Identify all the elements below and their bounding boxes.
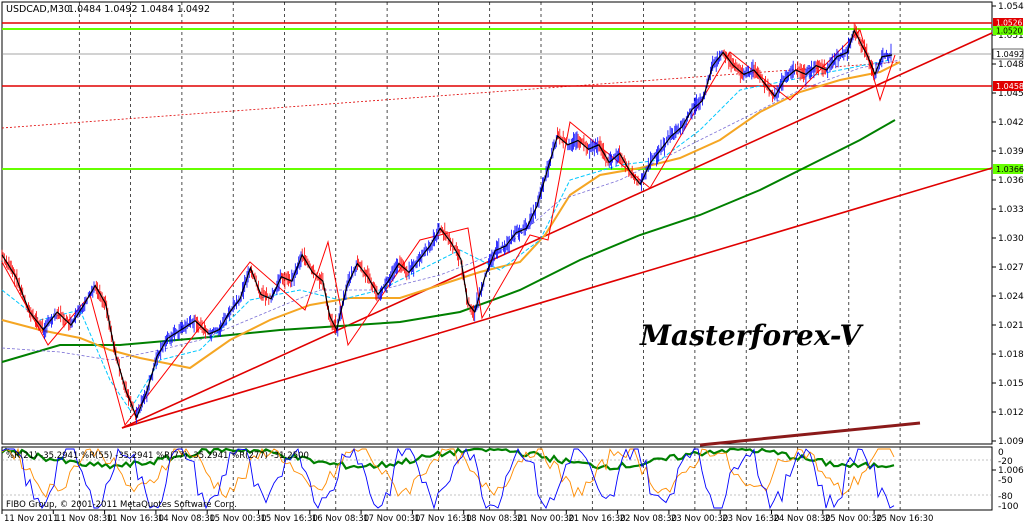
- indicator-blue-line: [1, 447, 895, 510]
- price-tick-label: 1.0095: [998, 437, 1024, 447]
- price-tick-label: 1.0485: [998, 60, 1024, 70]
- ma-fast-line: [1, 59, 891, 411]
- time-tick-label: 15 Nov 16:30: [261, 514, 318, 523]
- time-tick-label: 11 Nov 08:30: [55, 514, 112, 523]
- indicator-label: %R(21) -35.2941 %R(55) -35.2941 %R(77) -…: [6, 451, 309, 461]
- time-tick-label: 22 Nov 08:30: [620, 514, 677, 523]
- badge-top-green-text: 1.0520: [996, 27, 1022, 36]
- price-tick-label: 1.0515: [998, 31, 1024, 41]
- price-tick-label: 1.0455: [998, 89, 1024, 99]
- time-tick-label: 23 Nov 16:30: [722, 514, 779, 523]
- badge-mid-red: [993, 81, 1023, 91]
- badge-mid-red-text: 1.0458: [996, 82, 1024, 91]
- time-tick-label: 24 Nov 08:30: [774, 514, 831, 523]
- copyright-label: FIBO Group, © 2001-2011 MetaQuotes Softw…: [6, 500, 237, 510]
- indicator-axis[interactable]: 0-20 -50 -80-100: [998, 448, 1019, 512]
- price-axis[interactable]: 1.0545 1.0515 1.0485 1.0455 1.0425 1.0395 1.03…: [992, 2, 1024, 476]
- time-tick-label: 16 Nov 08:30: [312, 514, 369, 523]
- time-tick-label: 11 Nov 2011: [4, 514, 58, 523]
- time-tick-label: 25 Nov 00:30: [825, 514, 882, 523]
- indicator-tick-label: -20: [998, 457, 1013, 467]
- price-tick-label: 1.0125: [998, 408, 1024, 418]
- time-tick-label: 11 Nov 16:30: [107, 514, 164, 523]
- time-tick-label: 14 Nov 08:30: [158, 514, 215, 523]
- price-tick-label: 1.0335: [998, 205, 1024, 215]
- badge-top-red-text: 1.0526: [996, 19, 1022, 28]
- price-tick-label: 1.0215: [998, 321, 1024, 331]
- indicator-tick-label: -80: [998, 492, 1013, 502]
- price-tick-label: 1.0185: [998, 350, 1024, 360]
- time-tick-label: 17 Nov 16:30: [414, 514, 471, 523]
- badge-mid-green-text: 1.0366: [996, 165, 1024, 174]
- price-tick-label: 1.0065: [998, 466, 1024, 476]
- ma-dashed-line: [1, 59, 901, 361]
- badge-current-text: 1.0492: [996, 50, 1024, 59]
- time-tick-label: 23 Nov 00:30: [671, 514, 728, 523]
- price-tick-label: 1.0155: [998, 379, 1024, 389]
- badge-current: [992, 48, 1024, 60]
- indicator-tick-label: -100: [998, 502, 1019, 512]
- watermark-text: Masterforex-V: [639, 319, 864, 352]
- indicator-lines: [1, 447, 992, 510]
- time-tick-label: 21 Nov 00:30: [517, 514, 574, 523]
- indicator-tick-label: -50: [998, 476, 1013, 486]
- time-tick-label: 21 Nov 16:30: [568, 514, 625, 523]
- time-tick-label: 15 Nov 00:30: [209, 514, 266, 523]
- price-tick-label: 1.0545: [998, 2, 1024, 12]
- price-badges: 1.0526 1.0520 1.0492 1.0458 1.0366: [992, 18, 1024, 174]
- trend-line-steep[interactable]: [121, 32, 993, 429]
- time-tick-label: 25 Nov 16:30: [876, 514, 933, 523]
- ma-orange-line: [1, 61, 901, 370]
- indicator-tick-label: 0: [998, 448, 1004, 458]
- indicator-green-line: [1, 447, 895, 471]
- price-tick-label: 1.0275: [998, 263, 1024, 273]
- ma-green-line: [1, 119, 896, 363]
- time-tick-label: 17 Nov 00:30: [363, 514, 420, 523]
- indicator-orange-line: [1, 447, 895, 499]
- price-tick-label: 1.0245: [998, 292, 1024, 302]
- price-tick-label: 1.0395: [998, 147, 1024, 157]
- badge-mid-green: [993, 164, 1023, 174]
- time-tick-label: 18 Nov 08:30: [466, 514, 523, 523]
- price-tick-label: 1.0425: [998, 118, 1024, 128]
- price-tick-label: 1.0365: [998, 176, 1024, 186]
- ohlc-label: 1.0484 1.0492 1.0484 1.0492: [68, 4, 210, 15]
- dark-red-line[interactable]: [699, 421, 921, 447]
- badge-top-green: [993, 26, 1023, 35]
- symbol-label: USDCAD,M30: [6, 4, 70, 15]
- price-close-line: [1, 28, 893, 420]
- trend-line-shallow[interactable]: [121, 167, 993, 429]
- price-tick-label: 1.0305: [998, 234, 1024, 244]
- badge-top-red: [993, 18, 1023, 27]
